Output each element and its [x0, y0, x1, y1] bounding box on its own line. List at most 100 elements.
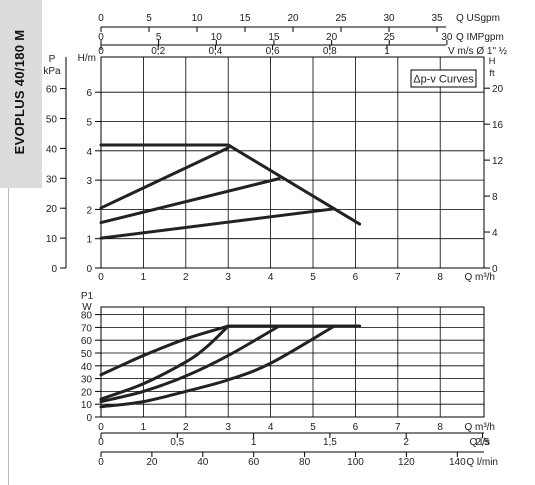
usgpm-tick-label: 30	[383, 13, 395, 24]
power-x-tick-label: 2	[183, 422, 189, 433]
model-sidebar: EVOPLUS 40/180 M	[0, 0, 42, 188]
ft-tick-label: 16	[492, 120, 504, 131]
lmin-tick-label: 120	[398, 457, 415, 468]
lmin-tick-label: 40	[197, 457, 209, 468]
power-axis-label-bottom: W	[82, 302, 92, 313]
lmin-tick-label: 0	[98, 457, 104, 468]
power-x-tick-label: 5	[310, 422, 316, 433]
kpa-tick-label: 20	[46, 204, 58, 215]
head-plot-frame	[100, 56, 485, 269]
lmin-tick-label: 60	[248, 457, 260, 468]
kpa-tick-label: 10	[46, 234, 58, 245]
power-y-tick-label: 0	[86, 413, 92, 424]
ft-tick-label: 20	[492, 84, 504, 95]
power-y-tick-label: 10	[81, 400, 93, 411]
power-y-tick-label: 20	[81, 387, 93, 398]
power-curve-3	[99, 324, 281, 404]
impgpm-tick-label: 20	[326, 32, 338, 43]
kpa-tick-label: 40	[46, 144, 58, 155]
power-x-tick-label: 7	[395, 422, 401, 433]
usgpm-tick-label: 20	[287, 13, 299, 24]
head-curve-1	[99, 143, 362, 226]
impgpm-tick-label: 15	[268, 32, 280, 43]
impgpm-tick-label: 30	[441, 32, 453, 43]
impgpm-tick-label: 25	[384, 32, 396, 43]
head-x-tick-label: 2	[183, 272, 189, 283]
impgpm-tick-label: 0	[98, 32, 104, 43]
velocity-tick-label: 0,2	[151, 46, 165, 57]
usgpm-tick-label: 15	[239, 13, 251, 24]
lmin-tick-label: 80	[299, 457, 311, 468]
power-x-tick-label: 8	[437, 422, 443, 433]
kpa-tick-label: 30	[46, 174, 58, 185]
power-y-tick-label: 60	[81, 336, 93, 347]
legend-label: Δp-v Curves	[413, 74, 474, 86]
kpa-tick-label: 60	[46, 85, 58, 96]
impgpm-tick-label: 10	[211, 32, 223, 43]
kpa-tick-label: 50	[46, 115, 58, 126]
power-x-tick-label: 3	[225, 422, 231, 433]
ft-axis-label-bottom: ft	[489, 68, 495, 79]
head-x-tick-label: 7	[395, 272, 401, 283]
head-h-tick-label: 4	[86, 147, 92, 158]
ls-axis-label: Q l/s	[469, 437, 490, 448]
head-curve-4	[99, 207, 336, 240]
power-curve-2	[99, 324, 362, 401]
bottom-axes: 0 0,5 1 1,5 2 2,5Q l/s 0 20 40 60 80 100 120 140 Q l/m…	[98, 432, 498, 468]
usgpm-tick-label: 35	[431, 13, 443, 24]
ls-tick-label: 1,5	[323, 437, 337, 448]
lmin-tick-label: 20	[146, 457, 158, 468]
velocity-tick-label: 0,8	[323, 46, 337, 57]
usgpm-tick-label: 10	[191, 13, 203, 24]
head-h-tick-label: 2	[86, 205, 92, 216]
head-curve-3	[99, 177, 281, 225]
velocity-tick-label: 0,6	[266, 46, 280, 57]
ft-tick-label: 8	[492, 192, 498, 203]
ft-tick-label: 4	[492, 228, 498, 239]
ls-tick-label: 2,5	[476, 437, 490, 448]
head-h-tick-label: 0	[86, 264, 92, 275]
head-x-tick-label: 8	[437, 272, 443, 283]
head-curve-2	[99, 146, 230, 210]
head-x-tick-label: 5	[310, 272, 316, 283]
velocity-tick-label: 0	[98, 46, 104, 57]
head-h-tick-label: 3	[86, 176, 92, 187]
head-x-tick-label: 1	[141, 272, 147, 283]
ls-tick-label: 1	[251, 437, 257, 448]
ft-tick-label: 0	[492, 264, 498, 275]
ft-tick-label: 12	[492, 156, 504, 167]
power-axis-label-top: P1	[81, 291, 94, 302]
power-y-tick-label: 30	[81, 375, 93, 386]
power-x-tick-label: 0	[98, 422, 104, 433]
head-x-axis-label: Q m³/h	[464, 272, 495, 283]
power-plot-frame	[100, 306, 485, 418]
h-axis-label: H/m	[78, 53, 96, 64]
velocity-tick-label: 0,4	[208, 46, 222, 57]
power-y-tick-label: 40	[81, 362, 93, 373]
usgpm-tick-label: 0	[98, 13, 104, 24]
lmin-tick-label: 140	[449, 457, 466, 468]
head-x-tick-label: 3	[225, 272, 231, 283]
power-y-tick-label: 50	[81, 349, 93, 360]
kpa-axis-label-bottom: kPa	[43, 66, 61, 77]
head-chart: 01234560102030405060PkPaH/m048121620Hft0…	[43, 53, 503, 283]
page-edge-line	[8, 188, 9, 485]
usgpm-axis-label: Q USgpm	[456, 13, 500, 24]
kpa-tick-label: 0	[51, 264, 57, 275]
ls-tick-label: 0	[98, 437, 104, 448]
velocity-axis-label: V m/s Ø 1" ½	[448, 46, 508, 57]
power-curve-4	[99, 324, 336, 409]
power-x-tick-label: 4	[268, 422, 274, 433]
legend-box	[410, 69, 477, 88]
power-y-tick-label: 80	[81, 311, 93, 322]
lmin-axis-label: Q l/min	[466, 457, 498, 468]
velocity-tick-label: 1	[384, 46, 390, 57]
power-x-tick-label: 1	[141, 422, 147, 433]
head-x-tick-label: 0	[98, 272, 104, 283]
ft-axis-label-top: H	[489, 56, 496, 67]
kpa-axis-label-top: P	[49, 54, 56, 65]
ls-tick-label: 2	[403, 437, 409, 448]
usgpm-tick-label: 5	[146, 13, 152, 24]
